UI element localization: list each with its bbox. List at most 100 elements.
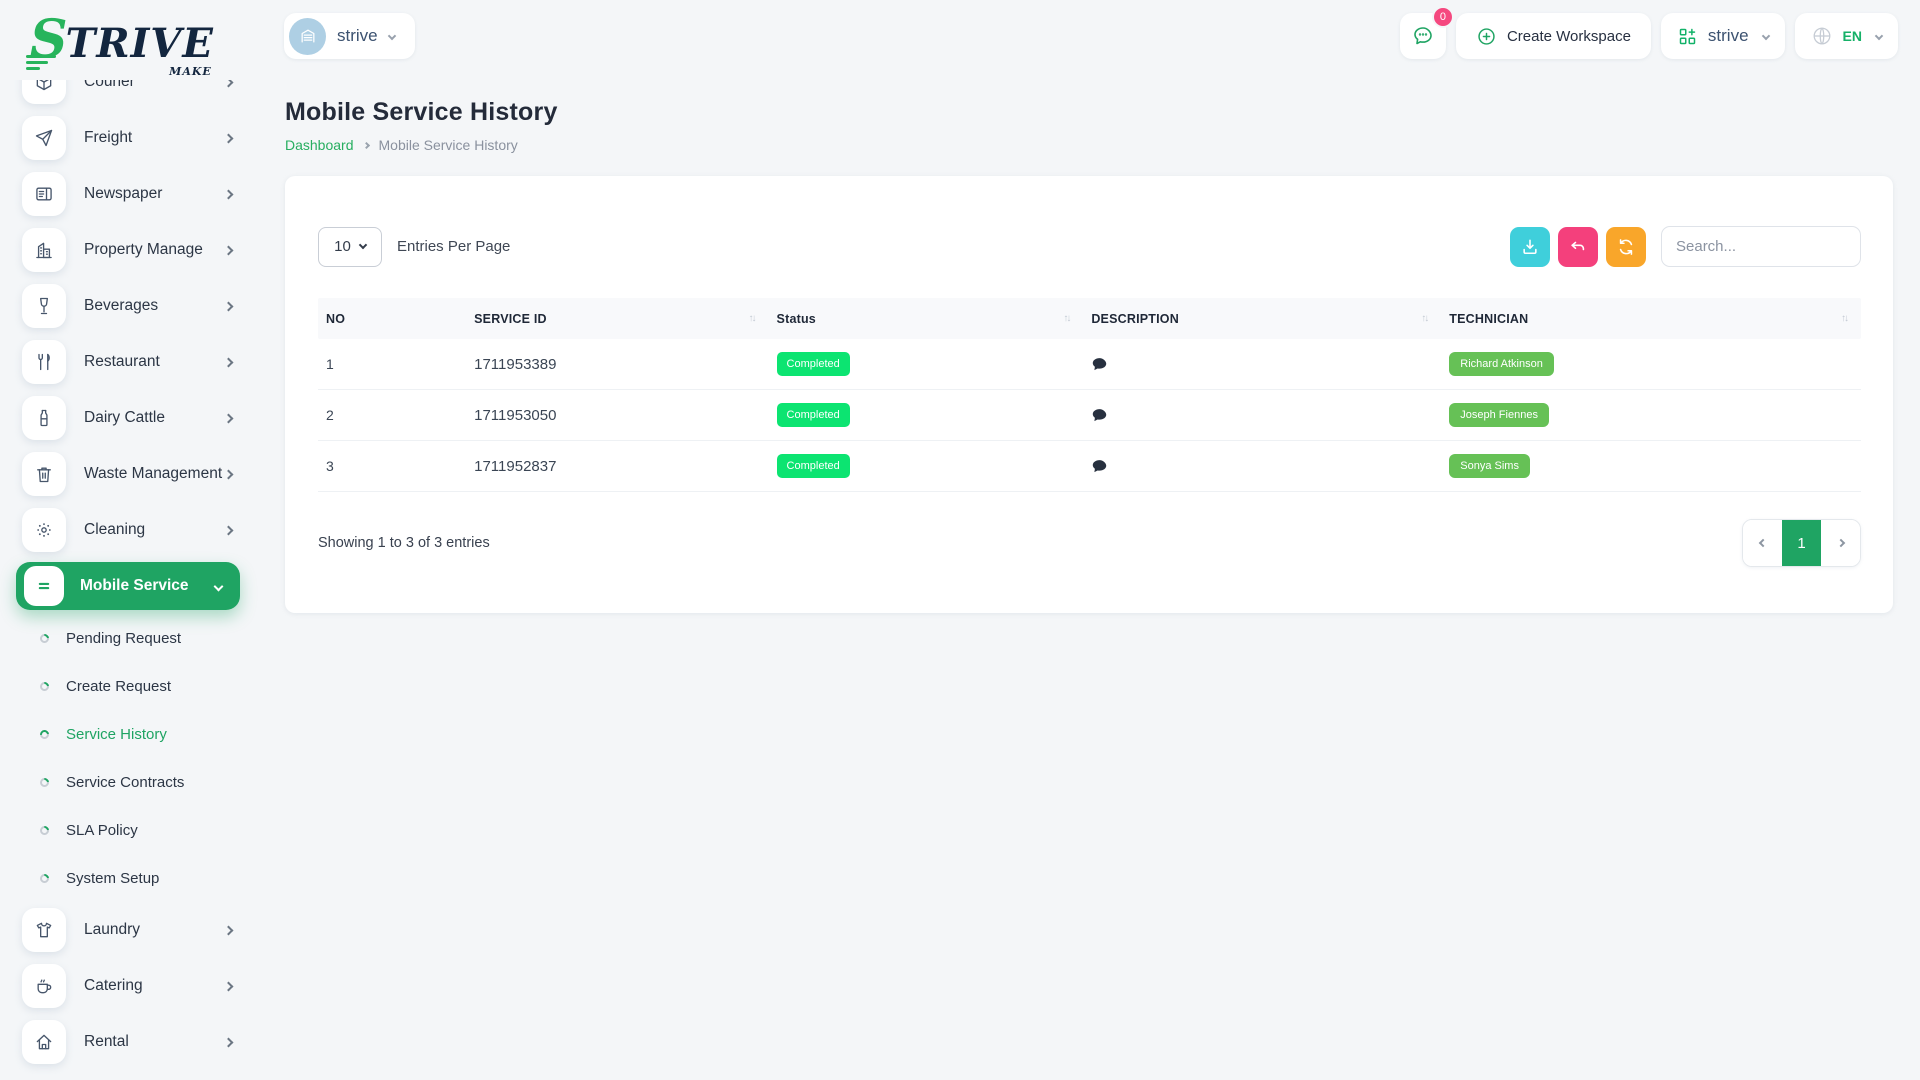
sort-arrows-icon [1063,313,1075,324]
milk-bottle-icon [22,396,66,440]
status-badge: Completed [776,403,850,427]
comment-icon[interactable] [1091,356,1108,373]
bullet-icon [38,871,51,885]
logo-speed-lines [26,52,56,70]
column-header-description[interactable]: DESCRIPTION [1083,312,1441,326]
comment-icon[interactable] [1091,407,1108,424]
sidebar-item-waste-management[interactable]: Waste Management [0,446,256,502]
building-avatar-icon [301,29,314,43]
technician-badge: Richard Atkinson [1449,352,1554,376]
coffee-icon [22,964,66,1008]
status-badge: Completed [776,352,850,376]
service-history-card: 10 Entries Per Page NO [285,176,1893,613]
column-header-technician[interactable]: TECHNICIAN [1441,312,1861,326]
newspaper-icon [22,172,66,216]
refresh-icon [1619,238,1633,255]
undo-button[interactable] [1558,226,1598,267]
sidebar-subitem-create-request[interactable]: Create Request [0,662,256,710]
column-header-service-id[interactable]: SERVICE ID [466,312,768,326]
export-download-button[interactable] [1510,226,1550,267]
column-header-status[interactable]: Status [769,312,1084,326]
chevron-right-icon [223,357,234,367]
cell-service-id: 1711952837 [474,457,557,475]
search-input[interactable] [1661,226,1861,267]
brand-logo[interactable]: STRIVE MAKE [0,0,256,80]
chevron-right-icon [223,525,234,535]
sidebar-item-catering[interactable]: Catering [0,958,256,1014]
chevron-right-icon [223,301,234,311]
sparkle-icon [22,508,66,552]
sidebar-subitem-service-contracts[interactable]: Service Contracts [0,758,256,806]
sidebar-item-newspaper[interactable]: Newspaper [0,166,256,222]
technician-badge: Joseph Fiennes [1449,403,1549,427]
chevron-right-icon [223,981,234,991]
sidebar-subitem-system-setup[interactable]: System Setup [0,854,256,902]
sort-arrows-icon [1421,313,1433,324]
wine-glass-icon [22,284,66,328]
sidebar-item-rental[interactable]: Rental [0,1014,256,1070]
pagination-prev-button[interactable] [1743,520,1782,566]
sidebar-item-laundry[interactable]: Laundry [0,902,256,958]
sidebar-item-beverages[interactable]: Beverages [0,278,256,334]
cell-no: 1 [326,356,334,372]
bullet-icon [38,679,51,693]
comment-icon[interactable] [1091,458,1108,475]
table-footer: Showing 1 to 3 of 3 entries 1 [318,519,1861,567]
create-workspace-button[interactable]: Create Workspace [1455,13,1651,59]
pagination-page-1[interactable]: 1 [1782,520,1821,566]
entries-per-page-select[interactable]: 10 [318,226,382,267]
chat-bubble-icon [1414,27,1432,45]
sidebar-subitem-sla-policy[interactable]: SLA Policy [0,806,256,854]
pagination-next-button[interactable] [1821,520,1860,566]
sidebar-subitem-pending-request[interactable]: Pending Request [0,614,256,662]
cell-no: 3 [326,458,334,474]
undo-arrow-icon [1571,241,1585,250]
chat-button[interactable]: 0 [1399,6,1454,59]
sidebar-item-cleaning[interactable]: Cleaning [0,502,256,558]
sidebar-item-dairy-cattle[interactable]: Dairy Cattle [0,390,256,446]
pagination: 1 [1742,519,1861,567]
table-row: 2 1711953050 Completed Joseph Fiennes [318,390,1861,441]
chevron-down-icon [1761,31,1770,41]
workspace-menu[interactable]: strive [1660,13,1785,59]
chevron-right-icon [223,1037,234,1047]
chevron-down-icon [213,581,224,591]
entries-per-page-label: Entries Per Page [397,238,511,255]
chevron-down-icon [1874,31,1884,41]
cell-service-id: 1711953050 [474,406,557,424]
entries-summary: Showing 1 to 3 of 3 entries [318,535,490,551]
sidebar-item-restaurant[interactable]: Restaurant [0,334,256,390]
home-icon [22,1020,66,1064]
status-badge: Completed [776,454,850,478]
chevron-right-icon [223,245,234,255]
sidebar-item-freight[interactable]: Freight [0,110,256,166]
cell-no: 2 [326,407,334,423]
chevron-down-icon [387,31,396,41]
table-header-row: NO SERVICE ID Status DESCRIPTION TECHNIC… [318,298,1861,339]
globe-icon [1813,27,1830,45]
table-controls: 10 Entries Per Page [318,226,1861,267]
grid-plus-icon [1679,28,1696,44]
brand-logo-text: STRIVE MAKE [26,14,214,77]
chevron-right-icon [223,469,234,479]
language-selector[interactable]: EN [1794,13,1898,59]
chevron-right-icon [223,413,234,423]
chevron-right-icon [223,133,234,143]
refresh-button[interactable] [1606,226,1646,267]
table-row: 3 1711952837 Completed Sonya Sims [318,441,1861,492]
workspace-switcher[interactable]: strive [284,13,415,59]
chat-badge: 0 [1431,6,1454,28]
building-icon [22,228,66,272]
breadcrumb-dashboard-link[interactable]: Dashboard [285,137,354,153]
sidebar-nav: Courier Freight Newspaper Property Manag… [0,54,256,1070]
breadcrumb: Dashboard Mobile Service History [285,137,1893,153]
topbar: strive 0 Create Workspace strive EN [256,0,1920,72]
menu-lines-icon [24,566,64,606]
workspace-avatar [289,17,326,55]
sidebar-item-mobile-service[interactable]: Mobile Service [16,562,240,610]
sidebar-subitem-service-history[interactable]: Service History [0,710,256,758]
chevron-right-icon [223,925,234,935]
sidebar-item-property-manage[interactable]: Property Manage [0,222,256,278]
column-header-no[interactable]: NO [326,311,346,326]
cell-service-id: 1711953389 [474,355,557,373]
